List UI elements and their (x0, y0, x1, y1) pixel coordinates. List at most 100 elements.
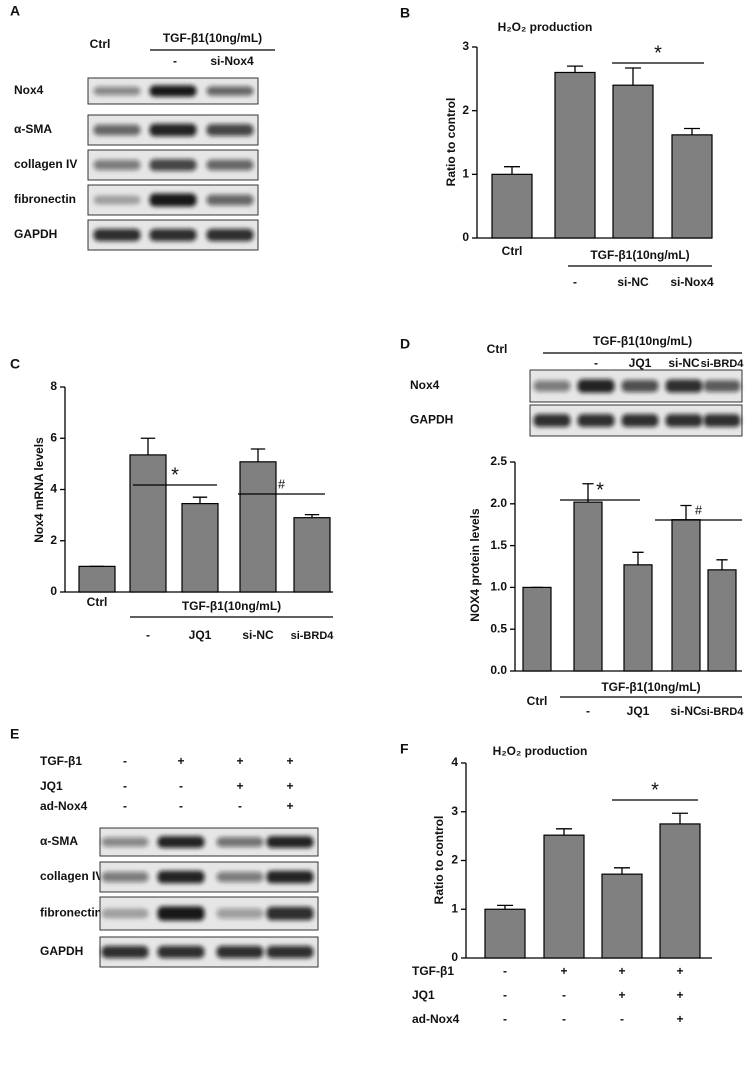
band (101, 908, 149, 919)
condition-sign: + (236, 779, 243, 793)
chart-title: H₂O₂ production (493, 744, 588, 758)
error-bar (684, 127, 700, 135)
band (206, 228, 254, 242)
panel-letter: D (400, 336, 410, 352)
bar (659, 823, 701, 959)
band (533, 380, 571, 392)
x-tick-label: si-BRD4 (701, 706, 745, 718)
y-axis-label: Ratio to control (444, 98, 458, 187)
band (665, 379, 703, 393)
condition-sign: - (562, 988, 566, 1002)
bar (554, 71, 596, 239)
condition-sign: - (620, 1012, 624, 1026)
band (621, 414, 659, 427)
group-label: TGF-β1(10ng/mL) (182, 599, 281, 613)
bar (601, 873, 643, 959)
band (577, 414, 615, 427)
band (93, 195, 141, 205)
band (665, 414, 703, 427)
band (206, 159, 254, 171)
band (157, 836, 205, 848)
panel-letter: B (400, 5, 410, 21)
band (216, 871, 264, 883)
y-tick-label: 3 (451, 804, 458, 818)
x-tick-label: si-NC (670, 704, 702, 718)
y-tick-label: 1.5 (490, 538, 507, 552)
group-label: TGF-β1(10ng/mL) (601, 680, 700, 694)
band (216, 908, 264, 919)
y-tick-label: 2 (50, 533, 57, 547)
condition-sign: - (179, 799, 183, 813)
error-bar (625, 67, 641, 86)
y-tick-label: 2.5 (490, 454, 507, 468)
condition-label: ad-Nox4 (412, 1012, 460, 1026)
band (149, 159, 197, 171)
error-bar (567, 65, 583, 73)
condition-sign: + (286, 779, 293, 793)
error-bar (632, 551, 644, 565)
significance-mark: * (596, 479, 604, 501)
y-tick-label: 0 (50, 584, 57, 598)
error-bar (504, 166, 520, 175)
y-tick-label: 0 (451, 950, 458, 964)
band (266, 906, 314, 921)
significance-mark: # (695, 502, 703, 517)
condition-label: ad-Nox4 (40, 799, 88, 813)
bar (129, 454, 167, 593)
row-label: GAPDH (40, 944, 83, 958)
band (149, 193, 197, 207)
error-bar (672, 812, 688, 824)
y-tick-label: 1 (451, 901, 458, 915)
row-label: fibronectin (14, 192, 76, 206)
error-bar (556, 828, 572, 836)
band (93, 228, 141, 242)
lane-label: - (173, 54, 177, 68)
condition-sign: + (560, 964, 567, 978)
group-label: TGF-β1(10ng/mL) (163, 31, 262, 45)
band (216, 945, 264, 959)
condition-sign: + (286, 754, 293, 768)
band (101, 871, 149, 883)
condition-sign: + (618, 988, 625, 1002)
bar (612, 84, 654, 239)
lane-label: JQ1 (629, 356, 652, 370)
condition-label: TGF-β1 (412, 964, 454, 978)
band (703, 414, 741, 427)
band (703, 380, 741, 392)
y-axis-label: Ratio to control (432, 816, 446, 905)
x-tick-label: - (146, 628, 150, 642)
band (157, 870, 205, 884)
x-tick-label: si-NC (617, 275, 649, 289)
y-tick-label: 3 (462, 39, 469, 53)
band (266, 870, 314, 884)
y-tick-label: 0.5 (490, 621, 507, 635)
condition-sign: + (177, 754, 184, 768)
error-bar (716, 559, 728, 570)
band (216, 837, 264, 847)
condition-sign: + (286, 799, 293, 813)
condition-sign: - (123, 754, 127, 768)
y-tick-label: 0.0 (490, 663, 507, 677)
row-label: GAPDH (14, 227, 57, 241)
row-label: α-SMA (40, 834, 78, 848)
row-label: Nox4 (410, 378, 440, 392)
significance-mark: * (171, 464, 179, 486)
bar (239, 461, 277, 593)
y-tick-label: 0 (462, 230, 469, 244)
y-tick-label: 8 (50, 379, 57, 393)
group-label: TGF-β1(10ng/mL) (590, 248, 689, 262)
y-tick-label: 1 (462, 167, 469, 181)
bar (522, 586, 552, 672)
band (577, 379, 615, 393)
band (149, 123, 197, 137)
bar (491, 173, 533, 239)
band (101, 945, 149, 959)
lane-label: - (594, 356, 598, 370)
row-label: collagen IV (14, 157, 77, 171)
condition-sign: - (179, 779, 183, 793)
y-tick-label: 2.0 (490, 496, 507, 510)
band (206, 124, 254, 136)
panel-letter: C (10, 356, 20, 372)
y-tick-label: 1.0 (490, 580, 507, 594)
error-bar (250, 448, 266, 462)
